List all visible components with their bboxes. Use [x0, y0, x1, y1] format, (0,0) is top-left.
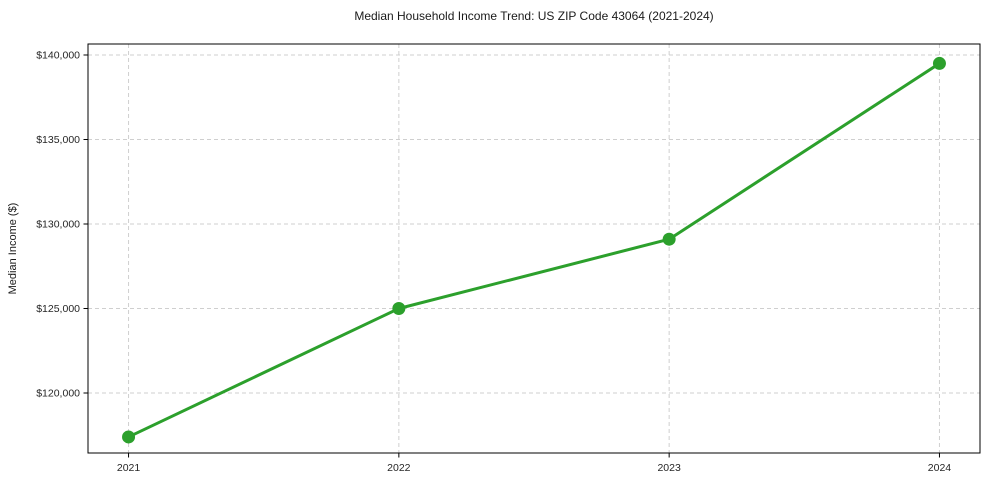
y-tick-label: $130,000 [36, 218, 80, 230]
y-axis-label: Median Income ($) [7, 203, 19, 295]
x-tick-label: 2024 [928, 462, 952, 474]
series-line [127, 61, 941, 439]
data-point [662, 232, 676, 246]
data-point [122, 430, 136, 444]
plot-border [87, 43, 981, 454]
chart-title: Median Household Income Trend: US ZIP Co… [354, 9, 713, 23]
y-tick-label: $120,000 [36, 388, 80, 400]
x-tick-label: 2023 [657, 462, 681, 474]
data-series [122, 56, 946, 444]
axis-tick-labels: $120,000 $125,000 $130,000 $135,000 $140,000… [36, 49, 951, 474]
data-point [932, 56, 946, 70]
axis-ticks [83, 54, 940, 458]
x-tick-label: 2022 [387, 462, 411, 474]
gridlines [88, 44, 980, 453]
y-tick-label: $125,000 [36, 303, 80, 315]
y-tick-label: $135,000 [36, 134, 80, 146]
y-tick-label: $140,000 [36, 49, 80, 61]
x-tick-label: 2021 [117, 462, 141, 474]
data-point [392, 301, 406, 315]
